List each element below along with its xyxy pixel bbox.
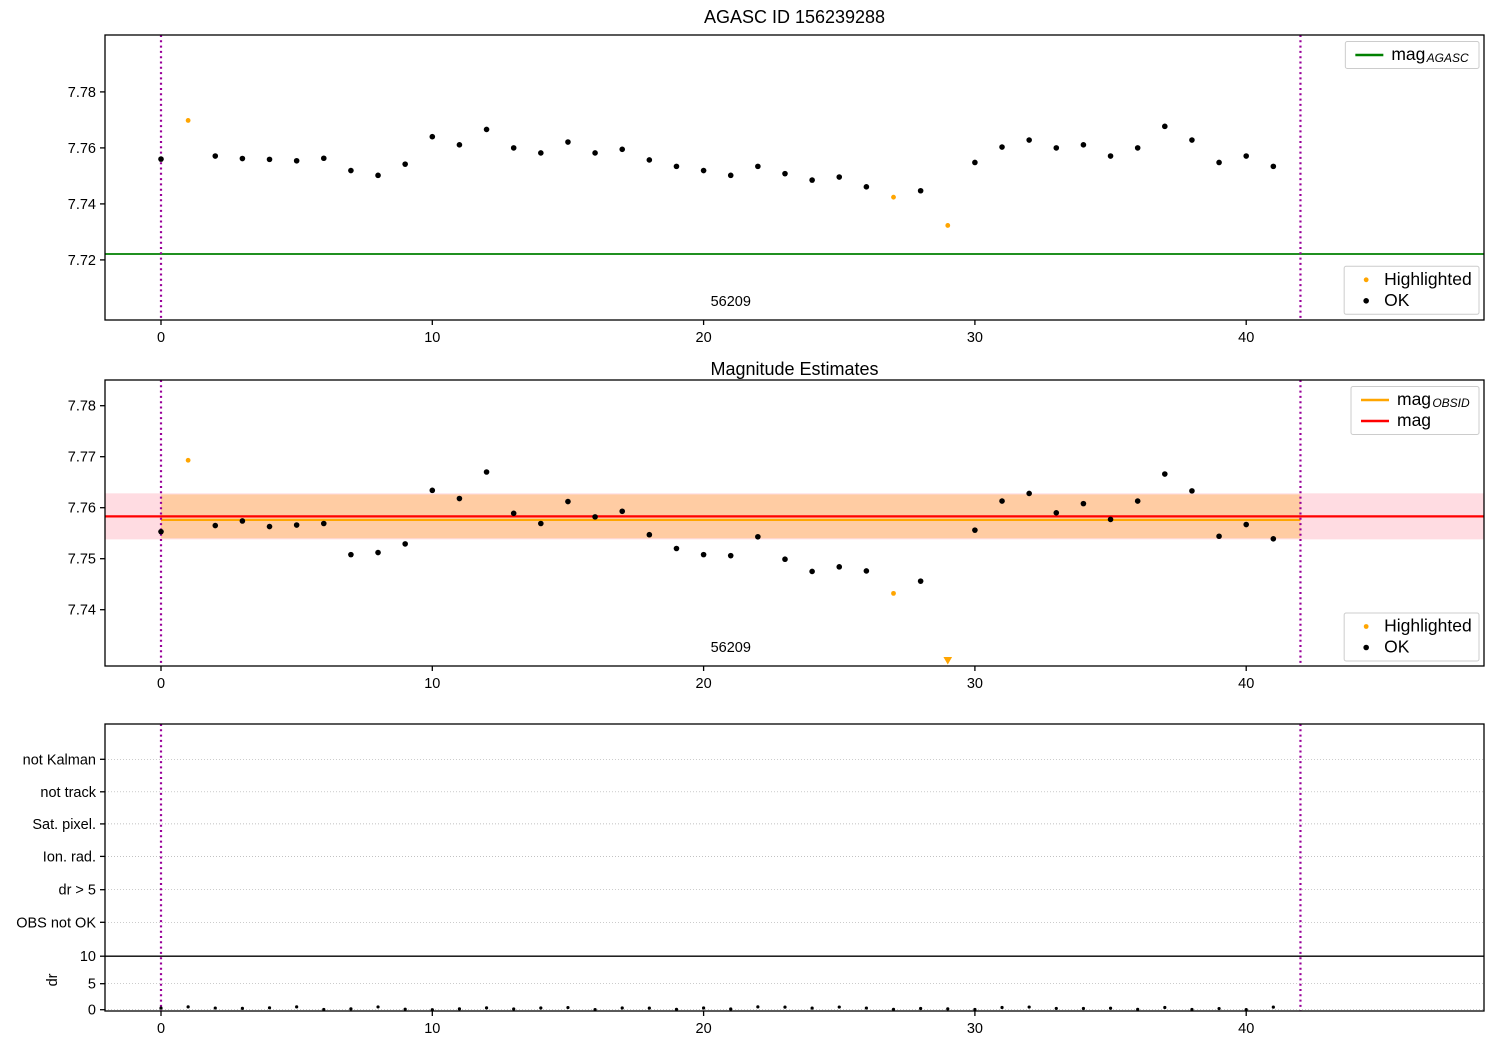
svg-text:30: 30 xyxy=(967,330,983,346)
svg-text:OK: OK xyxy=(1384,637,1410,657)
svg-text:7.74: 7.74 xyxy=(68,197,96,213)
svg-text:7.74: 7.74 xyxy=(68,603,96,619)
svg-text:OBSID: OBSID xyxy=(1432,396,1470,410)
svg-text:56209: 56209 xyxy=(711,640,751,656)
svg-text:7.76: 7.76 xyxy=(68,141,96,157)
svg-text:dr > 5: dr > 5 xyxy=(59,883,96,899)
svg-text:AGASC: AGASC xyxy=(1426,51,1469,65)
svg-text:7.76: 7.76 xyxy=(68,501,96,517)
svg-text:40: 40 xyxy=(1238,1021,1254,1037)
svg-text:mag: mag xyxy=(1391,44,1425,64)
svg-text:10: 10 xyxy=(424,1021,440,1037)
svg-text:7.75: 7.75 xyxy=(68,552,96,568)
svg-text:40: 40 xyxy=(1238,676,1254,692)
svg-text:40: 40 xyxy=(1238,330,1254,346)
svg-text:7.78: 7.78 xyxy=(68,399,96,415)
svg-text:dr: dr xyxy=(45,973,61,986)
svg-text:30: 30 xyxy=(967,1021,983,1037)
svg-text:OBS not OK: OBS not OK xyxy=(16,915,96,931)
svg-text:10: 10 xyxy=(80,949,96,965)
svg-text:not track: not track xyxy=(40,785,96,801)
svg-text:5: 5 xyxy=(88,977,96,993)
svg-text:AGASC ID 156239288: AGASC ID 156239288 xyxy=(704,7,885,27)
svg-text:7.78: 7.78 xyxy=(68,85,96,101)
svg-text:Highlighted: Highlighted xyxy=(1384,616,1472,636)
svg-text:Ion. rad.: Ion. rad. xyxy=(43,849,96,865)
svg-text:0: 0 xyxy=(88,1003,96,1019)
svg-text:mag: mag xyxy=(1397,389,1431,409)
svg-text:7.77: 7.77 xyxy=(68,450,96,466)
svg-text:OK: OK xyxy=(1384,290,1410,310)
svg-text:mag: mag xyxy=(1397,410,1431,430)
svg-text:not Kalman: not Kalman xyxy=(23,752,96,768)
svg-text:Magnitude Estimates: Magnitude Estimates xyxy=(710,359,878,379)
svg-text:20: 20 xyxy=(696,330,712,346)
svg-text:10: 10 xyxy=(424,330,440,346)
svg-text:30: 30 xyxy=(967,676,983,692)
svg-text:56209: 56209 xyxy=(711,294,751,310)
svg-text:20: 20 xyxy=(696,676,712,692)
svg-text:10: 10 xyxy=(424,676,440,692)
svg-text:7.72: 7.72 xyxy=(68,253,96,269)
svg-text:20: 20 xyxy=(696,1021,712,1037)
svg-text:0: 0 xyxy=(157,676,165,692)
svg-text:0: 0 xyxy=(157,1021,165,1037)
svg-text:Sat. pixel.: Sat. pixel. xyxy=(32,817,96,833)
svg-text:Highlighted: Highlighted xyxy=(1384,269,1472,289)
svg-text:0: 0 xyxy=(157,330,165,346)
